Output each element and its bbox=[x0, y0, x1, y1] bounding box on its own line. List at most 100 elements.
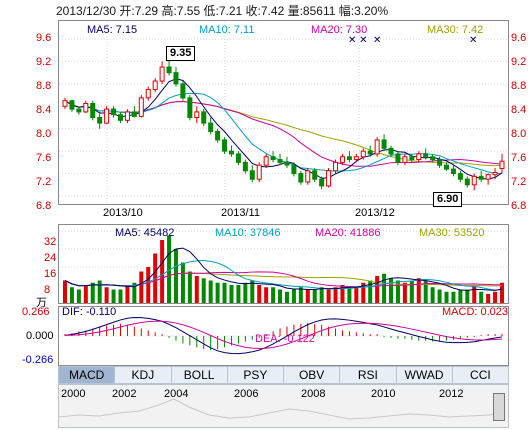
candle-body bbox=[111, 108, 117, 116]
price-tick-left: 8.0 bbox=[36, 128, 52, 140]
macd-tick-pos: 0.266 bbox=[22, 306, 50, 318]
marker-x-icon: ✕ bbox=[373, 35, 382, 46]
volume-bar bbox=[444, 291, 449, 303]
candle-body bbox=[270, 156, 276, 161]
tab-macd[interactable]: MACD bbox=[59, 367, 116, 383]
volume-bar bbox=[104, 287, 109, 303]
volume-bar bbox=[187, 271, 192, 303]
timeline-year: 2006 bbox=[234, 388, 259, 400]
volume-ma5-line bbox=[64, 247, 503, 291]
volume-bar bbox=[222, 282, 227, 303]
volume-bar bbox=[361, 282, 366, 303]
candle-body bbox=[124, 111, 130, 121]
macd-legend-macd: MACD: 0.023 bbox=[442, 306, 509, 318]
candle-body bbox=[201, 111, 207, 124]
price-tick-right: 7.6 bbox=[511, 152, 527, 164]
price-chart[interactable]: MA5: 7.15 MA10: 7.11 MA20: 7.30 MA30: 7.… bbox=[58, 20, 509, 207]
candle-body bbox=[374, 139, 380, 155]
price-tick-left: 6.8 bbox=[36, 200, 52, 212]
price-tick-left: 9.2 bbox=[36, 56, 52, 68]
volume-bar bbox=[486, 294, 491, 303]
volume-bar bbox=[208, 280, 213, 303]
candle-body bbox=[277, 159, 283, 163]
volume-bar bbox=[479, 291, 484, 303]
volume-bar bbox=[298, 287, 303, 303]
dif-line bbox=[64, 317, 503, 355]
volume-bar bbox=[472, 285, 477, 303]
vol-legend-ma10: MA10: 37846 bbox=[215, 227, 281, 239]
volume-bar bbox=[83, 285, 88, 303]
candle-body bbox=[402, 156, 408, 163]
candle-body bbox=[249, 170, 255, 180]
volume-ma10-line bbox=[64, 259, 503, 291]
candle-body bbox=[298, 173, 304, 183]
candle-body bbox=[242, 161, 248, 172]
timeline-year: 2008 bbox=[301, 388, 326, 400]
timeline-year: 2002 bbox=[112, 388, 137, 400]
volume-bar bbox=[333, 287, 338, 303]
volume-bar bbox=[76, 289, 81, 303]
volume-unit: 万 bbox=[36, 297, 47, 309]
volume-bar bbox=[201, 278, 206, 303]
volume-bar bbox=[382, 273, 387, 303]
high-annotation: 9.35 bbox=[166, 46, 196, 61]
tab-rsi[interactable]: RSI bbox=[340, 367, 397, 383]
timeline-range-handle[interactable] bbox=[493, 393, 505, 421]
volume-bar bbox=[132, 282, 137, 303]
volume-chart[interactable]: MA5: 45482 MA10: 37846 MA20: 41886 MA30:… bbox=[58, 224, 509, 304]
candle-body bbox=[152, 80, 158, 90]
tab-wwad[interactable]: WWAD bbox=[397, 367, 453, 383]
candle-body bbox=[263, 156, 269, 166]
price-tick-right: 6.8 bbox=[511, 200, 527, 212]
tab-psy[interactable]: PSY bbox=[228, 367, 284, 383]
tab-cci[interactable]: CCI bbox=[470, 368, 491, 382]
marker-x-icon: ✕ ✕ bbox=[348, 35, 368, 46]
candle-body bbox=[228, 150, 234, 155]
volume-bar bbox=[291, 289, 296, 303]
macd-chart[interactable]: DIF: -0.110 DEA: -0.122 MACD: 0.023 bbox=[58, 306, 509, 366]
candle-body bbox=[478, 175, 484, 180]
candle-body bbox=[305, 170, 311, 183]
marker-x-icon: ✕ bbox=[469, 35, 478, 46]
quote-change: 幅:3.20% bbox=[338, 4, 389, 18]
candle-body bbox=[339, 156, 345, 163]
volume-bar bbox=[97, 280, 102, 303]
candle-body bbox=[194, 111, 200, 119]
price-tick-left: 8.8 bbox=[36, 80, 52, 92]
candle-body bbox=[222, 139, 228, 152]
x-tick-oct: 2013/10 bbox=[103, 207, 143, 219]
candle-body bbox=[499, 160, 505, 170]
tab-obv[interactable]: OBV bbox=[284, 367, 341, 383]
price-tick-right: 9.6 bbox=[511, 32, 527, 44]
legend-ma30: MA30: 7.42 bbox=[427, 24, 484, 36]
timeline-navigator[interactable]: 2000 2002 2004 2006 2008 2010 2012 bbox=[58, 384, 509, 428]
tab-boll[interactable]: BOLL bbox=[172, 367, 228, 383]
candle-body bbox=[450, 168, 456, 175]
dea-line bbox=[64, 320, 503, 350]
x-tick-nov: 2013/11 bbox=[221, 207, 260, 219]
legend-ma20: MA20: 7.30 bbox=[311, 24, 368, 36]
tab-kdj[interactable]: KDJ bbox=[115, 367, 172, 383]
volume-bar bbox=[194, 276, 199, 303]
volume-bar bbox=[347, 287, 352, 303]
candle-body bbox=[312, 170, 318, 180]
candle-body bbox=[437, 159, 443, 166]
volume-bar bbox=[153, 253, 158, 303]
volume-bar bbox=[173, 249, 178, 303]
volume-bar bbox=[458, 289, 463, 303]
price-tick-right: 8.8 bbox=[511, 80, 527, 92]
candle-body bbox=[117, 114, 123, 121]
candle-body bbox=[104, 108, 110, 124]
candle-body bbox=[62, 100, 68, 107]
candle-body bbox=[291, 164, 297, 175]
volume-bar bbox=[264, 287, 269, 303]
candle-body bbox=[166, 66, 172, 74]
ma20-line bbox=[64, 100, 503, 167]
volume-bar bbox=[493, 291, 498, 303]
timeline-overview-canvas bbox=[59, 398, 500, 420]
candle-body bbox=[492, 171, 498, 176]
price-chart-canvas bbox=[59, 21, 508, 204]
candle-body bbox=[388, 147, 394, 155]
candle-body bbox=[131, 111, 137, 117]
volume-bar bbox=[340, 285, 345, 303]
